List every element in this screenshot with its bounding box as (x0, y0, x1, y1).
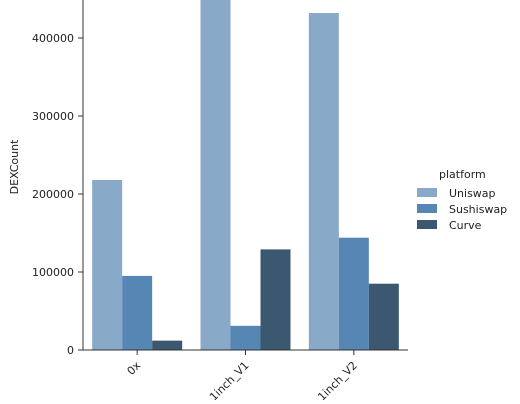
x-tick-label: 1inch_V2 (315, 359, 360, 400)
x-tick-label: 0x (125, 359, 144, 378)
legend-swatch-sushiswap (417, 204, 437, 213)
legend-swatch-curve (417, 220, 437, 229)
y-tick-label: 100000 (32, 266, 74, 279)
y-tick-label: 300000 (32, 110, 74, 123)
bar-uniswap-0x (92, 179, 123, 350)
bar-sushiswap-1inch_v1 (230, 325, 261, 350)
bar-sushiswap-0x (122, 275, 153, 350)
bar-sushiswap-1inch_v2 (338, 237, 369, 350)
legend-label-sushiswap: Sushiswap (449, 203, 507, 216)
bar-curve-1inch_v2 (368, 283, 399, 350)
bar-uniswap-1inch_v2 (308, 13, 339, 350)
legend-label-uniswap: Uniswap (449, 187, 496, 200)
y-tick-label: 0 (67, 344, 74, 357)
y-tick-label: 200000 (32, 188, 74, 201)
legend-title: platform (439, 168, 486, 181)
y-tick-label: 400000 (32, 32, 74, 45)
y-axis-title: DEXCount (8, 139, 21, 195)
x-tick-label: 1inch_V1 (207, 359, 252, 400)
legend-swatch-uniswap (417, 188, 437, 197)
bar-curve-0x (152, 340, 183, 350)
legend-label-curve: Curve (449, 219, 482, 232)
bar-curve-1inch_v1 (260, 249, 291, 350)
bar-uniswap-1inch_v1 (200, 0, 231, 350)
